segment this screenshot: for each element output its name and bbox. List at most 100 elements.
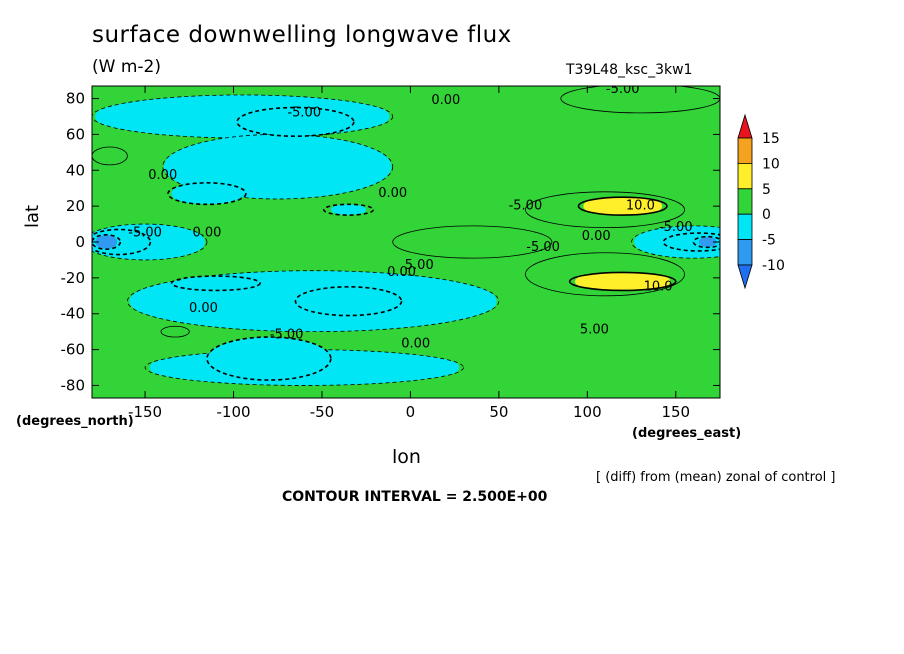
contour-label: 5.00 <box>580 322 609 337</box>
colorbar-bin <box>737 188 753 215</box>
contour-fill <box>168 182 246 205</box>
y-tick-label: 40 <box>66 161 85 179</box>
colorbar: 15 10 5 0 -5 -10 <box>737 113 785 290</box>
contour-fill <box>92 234 121 250</box>
contour-line <box>392 225 553 259</box>
x-tick-label: -150 <box>128 403 162 421</box>
y-tick-label: -60 <box>61 341 86 359</box>
contour-region <box>322 203 375 216</box>
colorbar-bin <box>737 239 753 266</box>
y-axis-label: lat <box>22 204 43 228</box>
colorbar-label: -5 <box>762 233 776 249</box>
colorbar-bin <box>737 137 753 164</box>
contour-line <box>631 225 720 259</box>
contour-label: 0.00 <box>189 301 218 316</box>
contour-fill <box>560 86 720 113</box>
x-tick-label: 50 <box>489 403 508 421</box>
contour-line <box>525 252 686 297</box>
contour-label: 10.0 <box>644 279 673 294</box>
contour-fill <box>160 326 190 338</box>
contour-line <box>294 286 403 317</box>
y-tick-label: -80 <box>61 376 86 394</box>
x-tick-label: 0 <box>406 403 416 421</box>
x-axis-label: lon <box>392 446 421 468</box>
x-tick-label: -50 <box>310 403 335 421</box>
contour-region <box>92 146 128 166</box>
contour-label: 10.0 <box>626 199 655 214</box>
contour-line <box>662 232 720 252</box>
contour-fill <box>569 272 676 291</box>
y-tick-label: -20 <box>61 269 86 287</box>
contour-label: 0.00 <box>582 229 611 244</box>
colorbar-under-arrow <box>737 264 753 290</box>
contour-line <box>322 203 375 216</box>
contour-fill <box>392 225 552 259</box>
y-axis-unit-label: (degrees_north) <box>16 414 134 429</box>
contour-line <box>92 228 152 256</box>
y-tick-label: 0 <box>75 233 85 251</box>
run-label: T39L48_ksc_3kw1 <box>566 62 693 78</box>
contour-fill <box>295 286 402 316</box>
contour-label: -5.00 <box>606 82 640 97</box>
contour-region <box>392 225 553 259</box>
colorbar-over-arrow <box>737 113 753 139</box>
contour-label: 5.00 <box>405 258 434 273</box>
contour-line <box>92 223 208 261</box>
contour-line <box>160 325 190 338</box>
contour-line <box>170 275 261 292</box>
contour-line <box>236 106 355 138</box>
chart-title: surface downwelling longwave flux <box>92 22 512 48</box>
contour-label: -5.00 <box>659 220 693 235</box>
y-tick-label: 20 <box>66 197 85 215</box>
contour-label: 0.00 <box>401 337 430 352</box>
contour-line <box>126 270 500 333</box>
y-tick-label: -40 <box>61 305 86 323</box>
contour-fill <box>237 107 354 137</box>
contour-label: 0.00 <box>387 265 416 280</box>
y-tick-label: 60 <box>66 125 85 143</box>
contour-label: -5.00 <box>270 328 304 343</box>
contour-label: 0.00 <box>431 93 460 108</box>
contour-interval: CONTOUR INTERVAL = 2.500E+00 <box>282 489 548 505</box>
contour-region <box>92 234 122 250</box>
contour-line <box>92 234 122 250</box>
contour-region <box>170 275 261 292</box>
colorbar-bin <box>737 162 753 190</box>
contour-fill <box>693 236 720 248</box>
contour-line <box>167 182 247 206</box>
contour-line <box>206 336 332 381</box>
contour-label: 0.00 <box>193 226 222 241</box>
contour-label: -5.00 <box>526 240 560 255</box>
contour-label: -5.00 <box>128 226 162 241</box>
contour-region <box>294 286 403 317</box>
x-axis-ticks: -150 -100 -50 0 50 100 150 <box>128 86 690 421</box>
contour-region <box>160 325 190 338</box>
colorbar-label: 15 <box>762 131 780 147</box>
contour-region <box>568 271 677 292</box>
contour-region <box>577 196 668 216</box>
contour-label: 0.00 <box>378 186 407 201</box>
contour-fill <box>171 276 261 291</box>
chart-units: (W m-2) <box>92 57 161 77</box>
contour-region <box>236 106 355 138</box>
x-tick-label: 150 <box>661 403 690 421</box>
contour-line <box>692 235 720 249</box>
x-tick-label: 100 <box>573 403 602 421</box>
contour-fill <box>162 134 393 199</box>
colorbar-label: -10 <box>762 258 785 274</box>
contour-labels: -5.00 0.00 -5.00 0.00 0.00 -5.00 10.0 -5.00 -5.0… <box>128 82 693 352</box>
x-tick-label: -100 <box>216 403 250 421</box>
y-tick-label: 80 <box>66 90 85 108</box>
contour-region <box>692 235 720 249</box>
contour-line <box>525 191 686 229</box>
contour-region <box>206 336 332 381</box>
contour-fill <box>323 204 374 216</box>
contour-fill <box>578 197 667 216</box>
x-axis-unit-label: (degrees_east) <box>632 426 742 441</box>
contour-region <box>167 182 247 206</box>
diff-note: [ (diff) from (mean) zonal of control ] <box>596 470 836 485</box>
contour-line <box>577 196 668 216</box>
y-axis-ticks: 80 60 40 20 0 -20 -40 -60 -80 <box>61 90 720 394</box>
colorbar-label: 0 <box>762 207 771 223</box>
